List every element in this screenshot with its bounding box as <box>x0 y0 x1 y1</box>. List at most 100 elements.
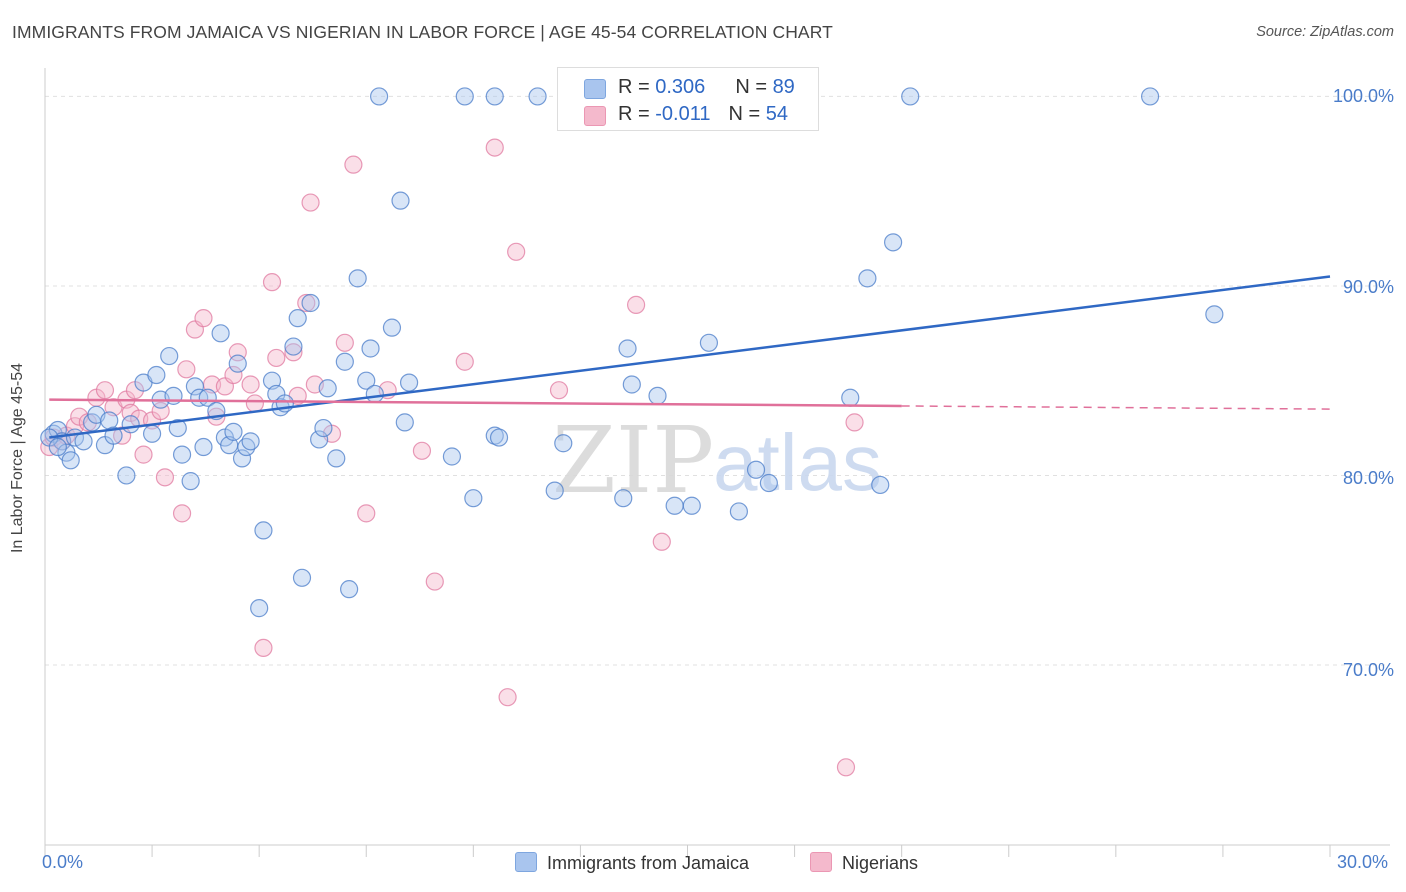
data-point <box>858 269 877 288</box>
data-point <box>262 273 282 292</box>
data-point <box>284 337 303 356</box>
data-point <box>746 460 766 479</box>
data-point <box>622 375 641 394</box>
axes <box>44 68 1390 857</box>
bottom-legend-label: Nigerians <box>842 853 919 873</box>
data-point <box>142 424 162 443</box>
x-tick-label-max: 30.0% <box>1337 852 1389 872</box>
data-point <box>370 87 389 106</box>
data-point <box>399 373 419 392</box>
data-point <box>292 568 312 587</box>
data-point <box>74 432 93 451</box>
data-point <box>626 295 646 314</box>
data-point <box>699 333 719 352</box>
data-point <box>507 242 526 261</box>
data-point <box>301 193 320 212</box>
bottom-legend-swatch-blue <box>515 852 537 872</box>
watermark-atlas: atlas <box>713 418 882 507</box>
data-point <box>425 572 444 591</box>
data-point <box>288 309 307 328</box>
data-point <box>301 293 320 313</box>
data-point <box>382 318 402 337</box>
data-point <box>318 379 337 398</box>
data-point <box>648 386 667 405</box>
series-jamaica <box>40 87 1224 618</box>
chart-title: IMMIGRANTS FROM JAMAICA VS NIGERIAN IN L… <box>12 22 833 42</box>
trend-line-nigerians <box>49 398 902 408</box>
data-point <box>682 496 701 515</box>
source-label: Source: ZipAtlas.com <box>1256 24 1394 40</box>
data-point <box>729 502 749 521</box>
legend-text: R = 0.306 N = 89 <box>618 76 795 98</box>
data-point <box>485 138 504 157</box>
data-point <box>464 489 483 508</box>
data-point <box>489 428 509 447</box>
x-tick-label-min: 0.0% <box>42 852 84 872</box>
data-point <box>391 191 410 210</box>
data-point <box>357 504 376 523</box>
data-point <box>361 339 380 358</box>
data-point <box>554 434 573 453</box>
data-point <box>134 445 153 464</box>
data-point <box>485 87 504 106</box>
y-tick-label: 80.0% <box>1342 468 1394 488</box>
trend-line-nigerians-dashed <box>901 405 1331 410</box>
data-point <box>100 411 119 430</box>
data-point <box>177 360 196 379</box>
bottom-legend-jamaica: Immigrants from Jamaica <box>515 852 749 874</box>
data-point <box>155 468 175 487</box>
data-point <box>455 352 474 371</box>
data-point <box>871 475 890 495</box>
data-point <box>228 354 247 373</box>
data-point <box>442 447 462 466</box>
watermark-zip: ZIP <box>552 407 714 514</box>
watermark: ZIP atlas <box>552 407 882 514</box>
data-point <box>211 324 230 343</box>
data-point <box>357 371 376 390</box>
data-point <box>95 381 115 400</box>
data-point <box>172 445 192 464</box>
data-point <box>147 365 166 385</box>
data-point <box>528 87 547 106</box>
data-point <box>121 415 140 434</box>
data-point <box>232 449 252 468</box>
bottom-legend-nigerians: Nigerians <box>810 852 918 874</box>
trend-line-jamaica <box>49 275 1331 439</box>
data-point <box>335 352 354 371</box>
data-point <box>340 580 359 599</box>
y-tick-label: 70.0% <box>1342 660 1394 680</box>
data-point <box>348 269 367 288</box>
data-point <box>614 489 633 508</box>
data-point <box>254 521 273 540</box>
data-point <box>284 343 303 362</box>
data-point <box>498 688 517 707</box>
data-point <box>845 413 864 432</box>
legend-swatch-pink <box>584 106 606 126</box>
data-point <box>549 381 569 400</box>
data-point <box>455 87 474 106</box>
data-point <box>48 437 67 457</box>
data-point <box>841 388 860 407</box>
data-point <box>61 451 80 470</box>
data-point <box>117 466 136 485</box>
data-point <box>665 496 684 515</box>
data-point <box>297 293 316 313</box>
data-point <box>883 233 903 252</box>
data-point <box>412 441 432 460</box>
legend-swatch-blue <box>584 79 606 99</box>
data-point <box>327 449 346 468</box>
data-point <box>652 532 671 551</box>
data-point <box>545 481 564 500</box>
bottom-legend-label: Immigrants from Jamaica <box>547 853 750 873</box>
data-point <box>314 418 333 438</box>
data-point <box>245 394 264 413</box>
data-point <box>241 375 260 394</box>
data-point <box>901 87 920 106</box>
data-point <box>160 346 179 366</box>
data-point <box>335 333 354 352</box>
data-point <box>759 473 778 493</box>
data-point <box>241 432 260 451</box>
data-point <box>172 504 192 523</box>
bottom-legend-swatch-pink <box>810 852 832 872</box>
